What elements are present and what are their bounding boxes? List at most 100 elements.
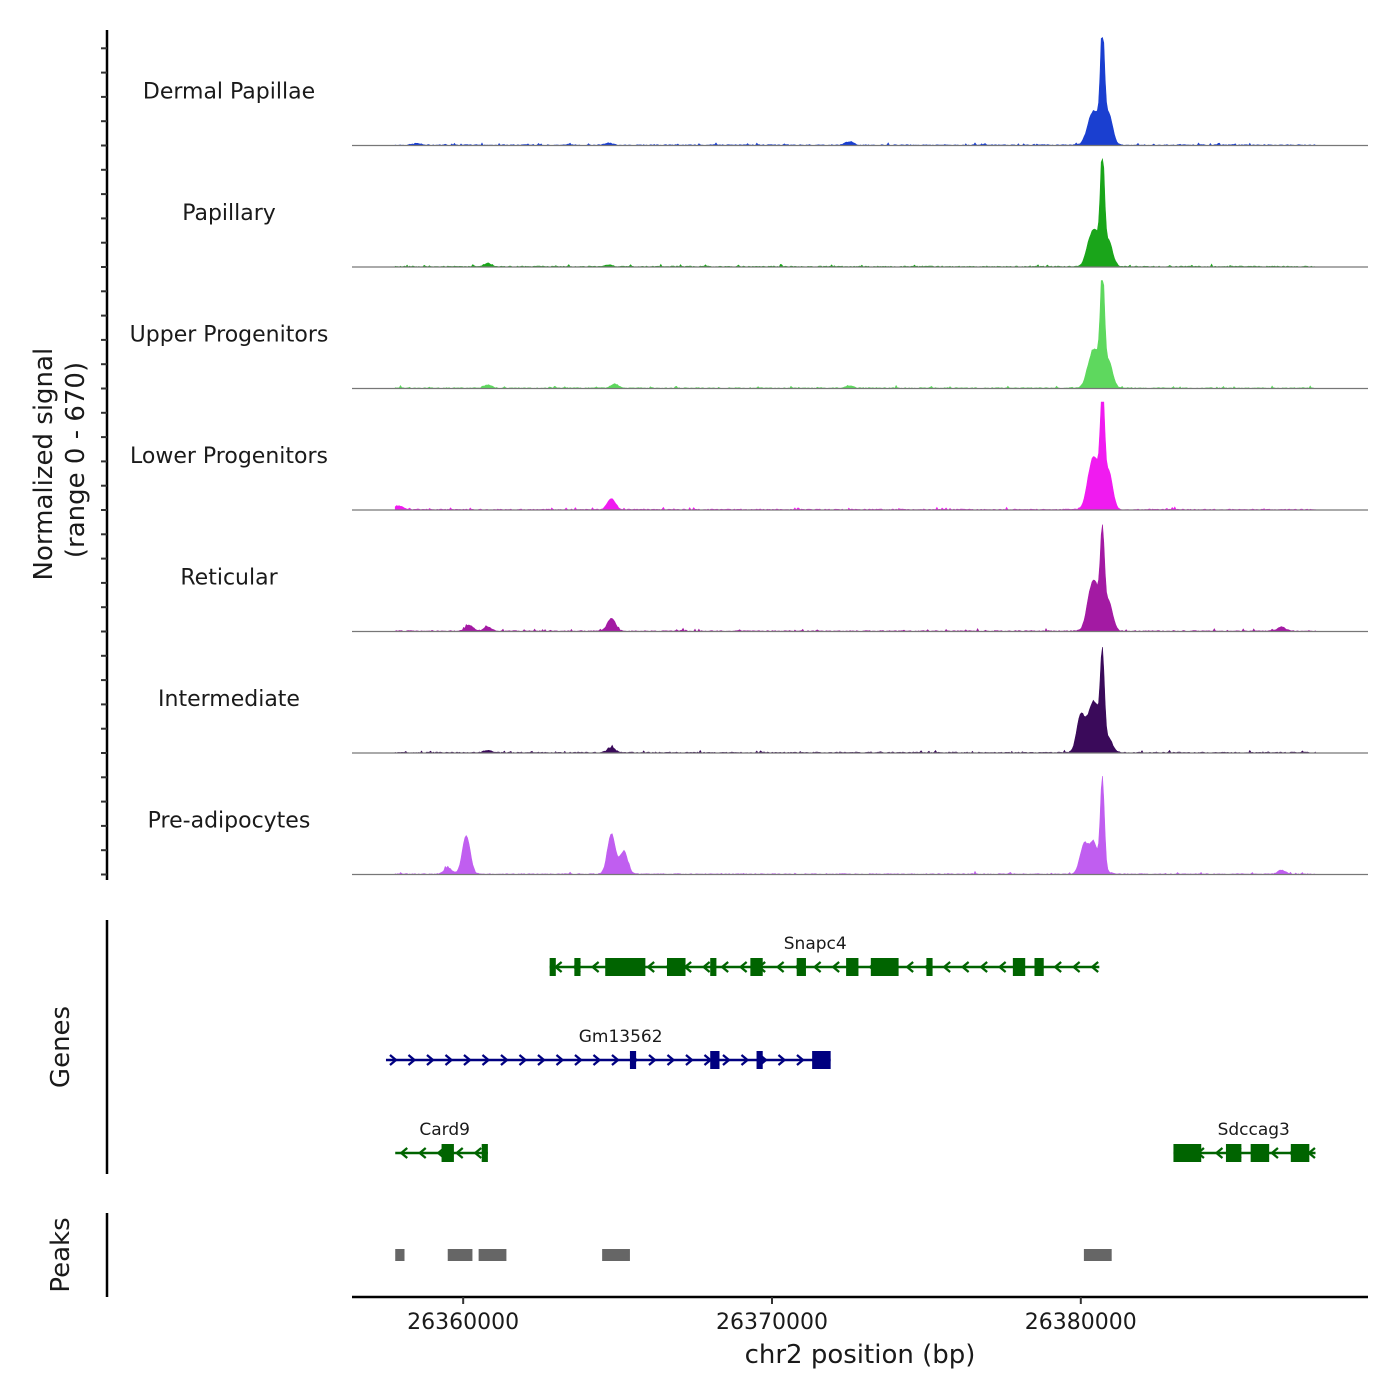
strand-arrow: [796, 1054, 805, 1066]
strand-arrow: [518, 1054, 528, 1066]
coverage-track: Dermal Papillae: [143, 36, 1368, 147]
x-tick-label: 26380000: [1025, 1310, 1137, 1335]
gene-exon: [666, 958, 686, 976]
gene-exon: [796, 958, 806, 976]
peak-region: [395, 1249, 405, 1261]
strand-arrow: [979, 961, 988, 973]
strand-arrow: [775, 961, 785, 973]
strand-arrow: [454, 1147, 464, 1159]
gene-exon: [1173, 1144, 1202, 1162]
strand-arrow: [590, 961, 600, 973]
y-axis-label-line1: Normalized signal: [29, 348, 59, 581]
gene-model: Sdccag3: [1173, 1120, 1316, 1162]
strand-arrow: [473, 1147, 482, 1159]
strand-arrow: [1071, 961, 1081, 973]
strand-arrow: [444, 1054, 454, 1066]
gene-label: Gm13562: [579, 1027, 663, 1047]
gene-exon: [1012, 958, 1026, 976]
coverage-area: [394, 36, 1316, 146]
gene-exon: [441, 1144, 454, 1162]
x-axis-title: chr2 position (bp): [745, 1340, 976, 1370]
coverage-panel: Dermal Papillae Papillary Upper Progenitor…: [101, 30, 1368, 880]
gene-model: Gm13562: [385, 1027, 831, 1069]
gene-model: Snapc4: [549, 934, 1100, 976]
gene-exon: [710, 958, 717, 976]
coverage-track: Lower Progenitors: [130, 401, 1368, 511]
gene-exon: [1034, 958, 1044, 976]
peak-region: [447, 1249, 473, 1261]
strand-arrow: [905, 961, 914, 973]
strand-arrow: [812, 961, 822, 973]
strand-arrow: [777, 1054, 787, 1066]
track-label: Papillary: [182, 201, 276, 226]
strand-arrow: [685, 1054, 694, 1066]
gene-exon: [481, 1144, 488, 1162]
coverage-area: [394, 524, 1316, 632]
strand-arrow: [574, 1054, 583, 1066]
strand-arrow: [738, 961, 748, 973]
strand-arrow: [666, 1054, 676, 1066]
strand-arrow: [500, 1054, 509, 1066]
strand-arrow: [997, 961, 1007, 973]
strand-arrow: [720, 961, 729, 973]
gene-exon: [605, 958, 646, 976]
strand-arrow: [1053, 961, 1062, 973]
peaks-axis-label: Peaks: [46, 1217, 76, 1292]
strand-arrow: [417, 1147, 427, 1159]
coverage-track: Pre-adipocytes: [148, 775, 1368, 876]
track-label: Lower Progenitors: [130, 444, 328, 469]
strand-arrow: [463, 1054, 472, 1066]
strand-arrow: [1270, 1147, 1279, 1159]
gene-label: Sdccag3: [1218, 1120, 1290, 1140]
coverage-track: Papillary: [182, 157, 1368, 268]
strand-arrow: [407, 1054, 417, 1066]
track-label: Reticular: [180, 566, 278, 591]
gene-exon: [574, 958, 581, 976]
track-label: Dermal Papillae: [143, 80, 315, 105]
coverage-track: Upper Progenitors: [130, 280, 1368, 390]
peak-region: [478, 1249, 507, 1261]
gene-label: Card9: [419, 1120, 470, 1140]
strand-arrow: [611, 1054, 620, 1066]
strand-arrow: [555, 1054, 565, 1066]
strand-arrow: [399, 1147, 408, 1159]
gene-exon: [756, 1051, 763, 1069]
strand-arrow: [426, 1054, 435, 1066]
y-axis-label-line2: (range 0 - 670): [61, 362, 91, 558]
gene-exon: [710, 1051, 720, 1069]
gene-exon: [926, 958, 933, 976]
strand-arrow: [942, 961, 951, 973]
gene-exon: [812, 1051, 831, 1069]
peaks-panel: [105, 1213, 1112, 1297]
coverage-area: [394, 401, 1316, 511]
coverage-area: [394, 647, 1316, 754]
gene-exon: [846, 958, 859, 976]
strand-arrow: [1090, 961, 1099, 973]
strand-arrow: [722, 1054, 731, 1066]
strand-arrow: [1214, 1147, 1224, 1159]
y-axis-label: Normalized signal (range 0 - 670): [29, 340, 91, 581]
coverage-area: [394, 280, 1316, 389]
coverage-track: Reticular: [180, 524, 1368, 633]
peak-region: [602, 1249, 630, 1261]
coverage-track: Intermediate: [158, 647, 1368, 754]
track-label: Pre-adipocytes: [148, 809, 311, 834]
strand-arrow: [481, 1054, 491, 1066]
coverage-area: [394, 157, 1316, 268]
x-tick-label: 26370000: [716, 1310, 828, 1335]
track-label: Upper Progenitors: [130, 323, 329, 348]
strand-arrow: [740, 1054, 750, 1066]
strand-arrow: [648, 1054, 657, 1066]
gene-exon: [1290, 1144, 1310, 1162]
gene-exon: [1250, 1144, 1270, 1162]
gene-label: Snapc4: [784, 934, 847, 954]
strand-arrow: [592, 1054, 602, 1066]
strand-arrow: [831, 961, 840, 973]
gene-exon: [549, 958, 556, 976]
genes-axis-label: Genes: [46, 1006, 76, 1088]
peak-region: [1083, 1249, 1112, 1261]
genes-panel: Snapc4 Gm13562 Card9 Sdccag3: [105, 920, 1316, 1174]
strand-arrow: [537, 1054, 546, 1066]
gene-model: Card9: [395, 1120, 488, 1162]
